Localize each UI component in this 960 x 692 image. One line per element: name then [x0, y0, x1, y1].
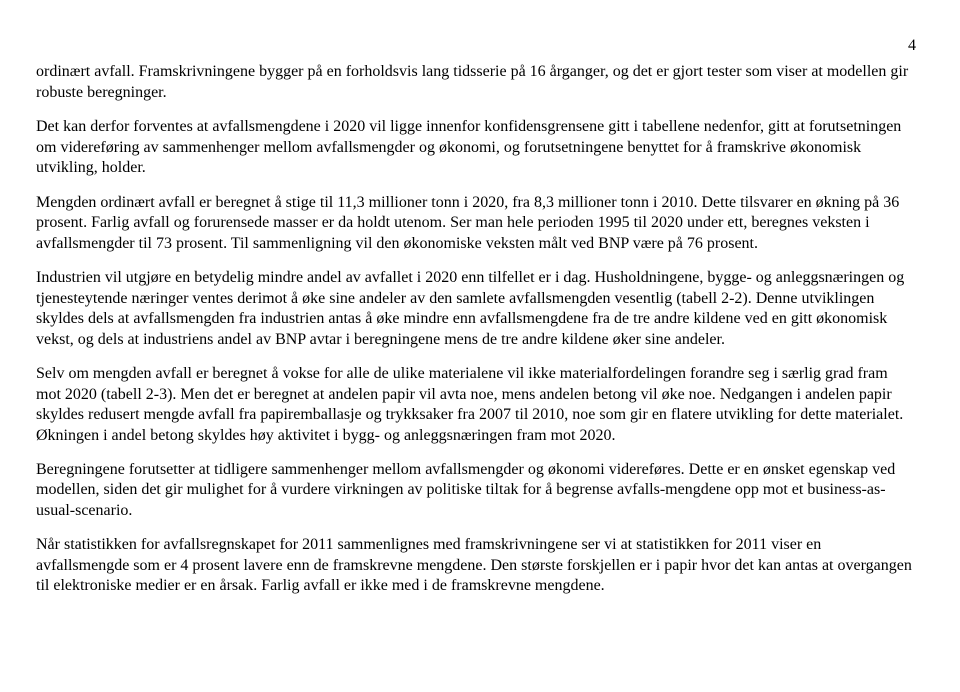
paragraph: ordinært avfall. Framskrivningene bygger…	[36, 62, 916, 103]
page-number: 4	[36, 36, 916, 56]
paragraph: Selv om mengden avfall er beregnet å vok…	[36, 364, 916, 446]
paragraph: Mengden ordinært avfall er beregnet å st…	[36, 193, 916, 254]
paragraph: Industrien vil utgjøre en betydelig mind…	[36, 268, 916, 350]
paragraph: Det kan derfor forventes at avfallsmengd…	[36, 117, 916, 178]
paragraph: Når statistikken for avfallsregnskapet f…	[36, 535, 916, 596]
paragraph: Beregningene forutsetter at tidligere sa…	[36, 460, 916, 521]
